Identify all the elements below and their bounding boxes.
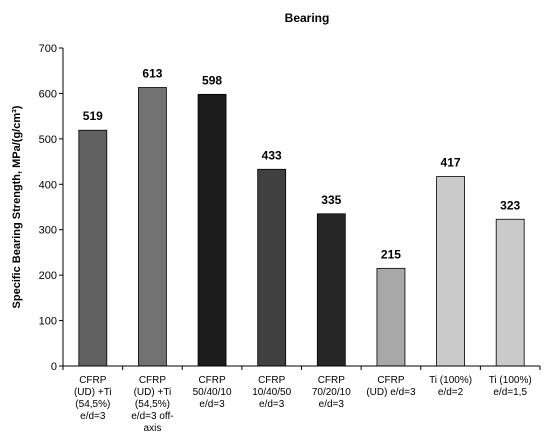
bar <box>78 129 108 367</box>
x-tick-label: Ti (100%) e/d=2 <box>429 375 472 398</box>
bars <box>78 87 525 367</box>
y-tick-label: 600 <box>39 88 57 100</box>
y-tick-label: 200 <box>39 270 57 282</box>
y-tick-label: 700 <box>39 43 57 55</box>
bar <box>197 93 227 367</box>
y-tick-label: 100 <box>39 316 57 328</box>
bar <box>316 213 346 367</box>
x-tick-label: CFRP (UD) +Ti (54,5%) e/d=3 off-axis <box>131 375 173 434</box>
y-tick-label: 400 <box>39 179 57 191</box>
x-tick-label: CFRP (UD) +Ti (54,5%) e/d=3 <box>74 375 112 422</box>
bar-value-label: 335 <box>321 193 341 207</box>
x-axis: CFRP (UD) +Ti (54,5%) e/d=3 CFRP (UD) +Ti (54,… <box>62 365 541 434</box>
bar-value-label: 323 <box>500 198 520 212</box>
x-tick-label: CFRP 50/40/10 e/d=3 <box>193 375 232 410</box>
y-tick-label: 0 <box>51 361 57 373</box>
bar-value-label: 598 <box>202 73 222 87</box>
bar <box>257 168 287 367</box>
x-tick-label: Ti (100%) e/d=1,5 <box>489 375 532 398</box>
bar-value-label: 519 <box>83 109 103 123</box>
bar <box>436 176 465 367</box>
bar <box>138 87 167 367</box>
bar-value-label: 433 <box>262 148 282 162</box>
bar-value-label: 215 <box>381 247 401 261</box>
y-tick-label: 500 <box>39 134 57 146</box>
y-axis-label: Specific Bearing Strength, MPa/(g/cm³) <box>11 105 23 308</box>
bar-value-label: 417 <box>441 156 461 170</box>
value-labels: 519 613 598 433 335 215 417 323 <box>83 67 521 262</box>
y-axis: 0 100 200 300 400 500 600 700 <box>39 43 64 373</box>
x-tick-label: CFRP (UD) e/d=3 <box>366 375 416 398</box>
x-tick-label: CFRP 10/40/50 e/d=3 <box>252 375 291 410</box>
bar-value-label: 613 <box>142 67 162 81</box>
chart-title: Bearing <box>285 11 330 25</box>
y-tick-label: 300 <box>39 225 57 237</box>
bar <box>495 218 525 367</box>
bar <box>376 267 406 367</box>
x-tick-label: CFRP 70/20/10 e/d=3 <box>312 375 351 410</box>
